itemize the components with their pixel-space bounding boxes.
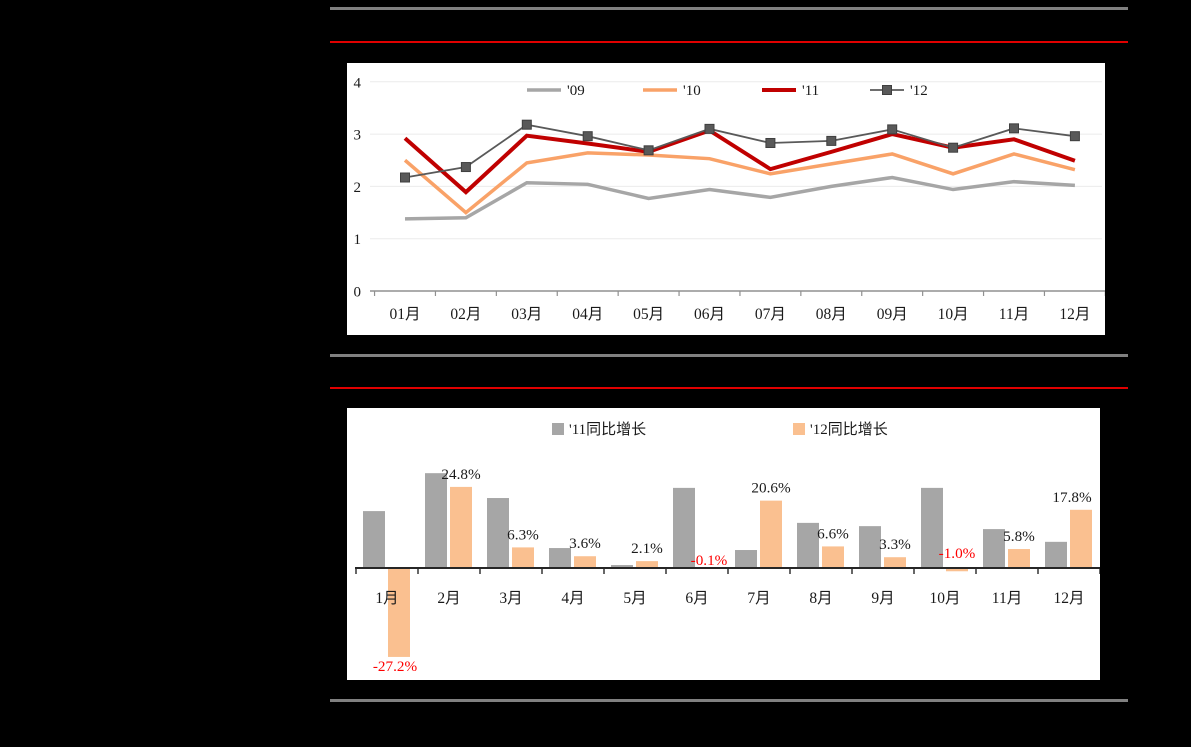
bar-12-3 [512,547,534,568]
bar-11-5 [611,565,633,568]
bar-chart: 1月 2月 3月 4月 5月 6月 7月 8月 9月 10月 11月 12月 -27.2% 24.8% 6.… [355,421,1101,675]
legend-label: '09 [567,83,585,99]
legend-label: '10 [683,83,701,99]
bar-12-2 [450,486,472,568]
bar-12-11 [1008,549,1030,568]
series-marker-square [826,135,837,146]
x-tick-label: 3月 [499,590,522,607]
series-marker-square [521,119,532,130]
x-tick-label: 4月 [561,590,584,607]
series-marker-square [582,131,593,142]
y-tick-label: 4 [354,75,362,91]
x-tick-label: 9月 [871,590,894,607]
x-tick-label: 10月 [938,306,969,323]
legend-label: '11 [802,83,819,99]
bar-11-10 [921,487,943,568]
x-tick-label: 08月 [816,306,847,323]
legend-swatch-11 [552,423,564,435]
x-tick-label: 8月 [809,590,832,607]
bar-12-5 [636,561,658,568]
x-tick-label: 05月 [633,306,664,323]
bar-11-3 [487,498,509,568]
x-tick-label: 2月 [437,590,460,607]
x-tick-label: 6月 [685,590,708,607]
bar-value-label: 20.6% [751,480,791,497]
bar-11-1 [363,511,385,568]
bar-value-label: 5.8% [1003,528,1035,545]
line-chart: 0 1 2 3 4 01月 02月 03月 04月 05月 06月 07月 08月 09月 10月 11月 12… [354,75,1106,323]
bar-12-1 [388,568,410,657]
series-line-12 [404,123,1076,179]
y-tick-label: 0 [354,285,362,301]
legend-label: '11同比增长 [569,421,646,438]
legend-label: '12 [910,83,928,99]
series-line-10 [403,151,1076,215]
top-red-rule [330,41,1128,43]
y-tick-label: 3 [354,128,362,144]
series-marker-square [460,162,471,173]
legend-label: '12同比增长 [810,421,888,438]
x-tick-label: 04月 [572,306,603,323]
bar-11-7 [735,550,757,568]
bar-11-9 [859,526,881,568]
bar-value-label: 3.6% [569,535,601,552]
bar-12-8 [822,546,844,568]
x-tick-label: 02月 [450,306,481,323]
bar-value-label: 2.1% [631,540,663,557]
bar-12-12 [1070,509,1092,568]
series-marker-square [765,137,776,148]
bar-value-label: -1.0% [939,545,976,562]
bar-11-8 [797,522,819,568]
line-chart-panel: 0 1 2 3 4 01月 02月 03月 04月 05月 06月 07月 08月 09月 10月 11月 12… [347,63,1106,335]
series-line-11 [403,128,1076,195]
y-tick-label: 2 [354,180,362,196]
series-marker-square [948,142,959,153]
series-marker-square [643,145,654,156]
bar-value-label: -0.1% [691,552,728,569]
x-tick-label: 06月 [694,306,725,323]
bar-11-11 [983,529,1005,568]
bottom-gray-rule [330,699,1128,702]
x-tick-label: 7月 [747,590,770,607]
bar-chart-panel: 1月 2月 3月 4月 5月 6月 7月 8月 9月 10月 11月 12月 -27.2% 24.8% 6.… [347,408,1101,680]
legend-marker-square [882,85,892,95]
bar-12-9 [884,557,906,568]
bar-12-7 [760,500,782,568]
bar-11-6 [673,487,695,568]
bar-12-4 [574,556,596,568]
legend-swatch-12 [793,423,805,435]
bar-12-10 [946,568,968,572]
x-tick-label: 11月 [999,306,1029,323]
top-gray-rule [330,7,1128,10]
middle-gray-rule [330,354,1128,357]
y-tick-label: 1 [354,232,362,248]
x-tick-label: 03月 [511,306,542,323]
bar-11-4 [549,548,571,568]
series-marker-square [400,172,410,183]
x-tick-label: 01月 [389,306,420,323]
bar-value-label: 6.3% [507,526,539,543]
bar-value-label: -27.2% [373,658,418,675]
series-line-09 [404,175,1076,221]
bar-11-2 [425,473,447,568]
series-marker-square [1009,123,1019,134]
x-tick-label: 09月 [877,306,908,323]
bar-11-12 [1045,541,1067,568]
x-tick-label: 10月 [929,590,960,607]
bar-value-label: 3.3% [879,536,911,553]
series-marker-square [704,123,715,134]
x-tick-label: 5月 [623,590,646,607]
series-marker-square [1069,131,1080,142]
middle-red-rule [330,387,1128,389]
bar-value-label: 6.6% [817,525,849,542]
series-marker-square [887,124,898,135]
x-tick-label: 11月 [992,590,1022,607]
bar-value-label: 24.8% [441,466,481,483]
x-tick-label: 12月 [1059,306,1090,323]
x-tick-label: 12月 [1053,590,1084,607]
bar-value-label: 17.8% [1052,489,1092,506]
x-tick-label: 1月 [375,590,398,607]
x-tick-label: 07月 [755,306,786,323]
